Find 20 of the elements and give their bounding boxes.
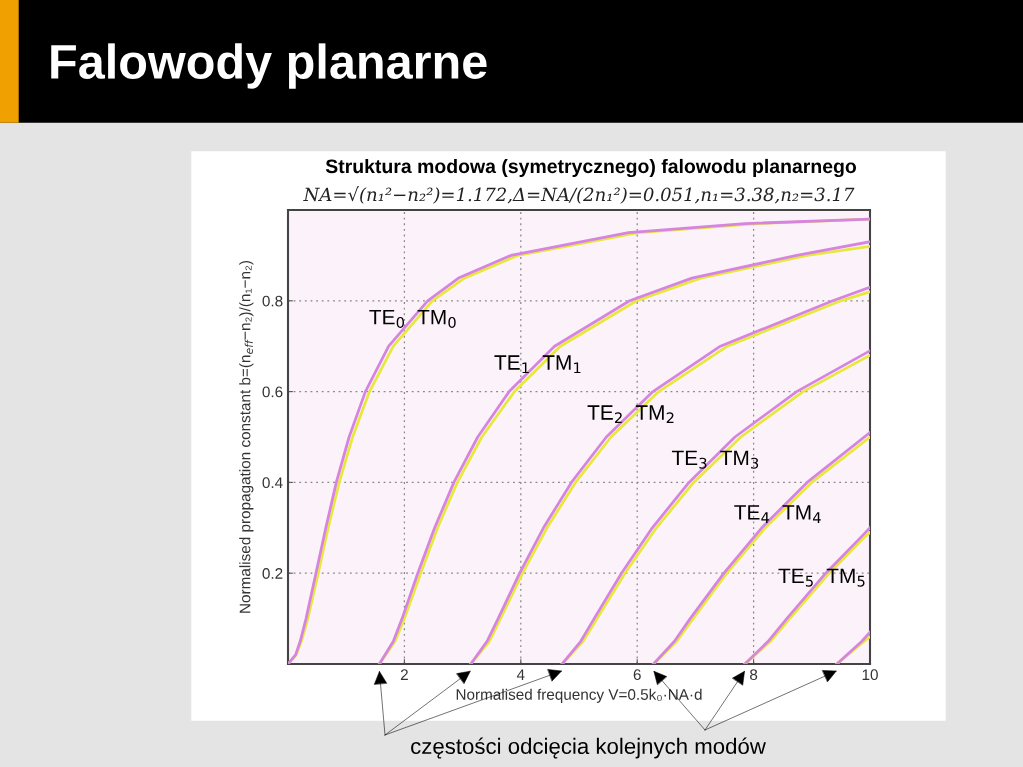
text: NA=√(n₁²−n₂²)=1.172,Δ=NA/(2n₁²)=0.051,n₁=3.38,n₂=3.17 xyxy=(303,186,855,204)
x-tick-label: 4 xyxy=(516,669,525,680)
annotation: TE$_{1}$ TM$_{1}$ xyxy=(494,355,581,374)
x-tick-label: 8 xyxy=(750,669,758,681)
x-tick-label: 6 xyxy=(633,669,641,681)
annotation: TE$_{5}$ TM$_{5}$ xyxy=(778,568,865,587)
y-tick-label: 0.4 xyxy=(262,477,283,489)
chart-subtitle: Struktura modowa (symetrycznego) falowodu planarnego xyxy=(325,158,857,178)
annotation: TE$_{0}$ TM$_{0}$ xyxy=(369,309,456,328)
y-tick-label: 0.8 xyxy=(262,295,283,307)
x-tick-label: 2 xyxy=(400,669,408,680)
y-tick-label: 0.2 xyxy=(262,568,283,579)
annotation: TE$_{4}$ TM$_{4}$ xyxy=(734,505,821,523)
y-axis-title: Normalised propagation constant b=(n$_{eff}$−n₂)/(n₁−n₂) xyxy=(239,260,254,613)
annotation: TE$_{2}$ TM$_{2}$ xyxy=(587,405,674,424)
y-tick-label: 0.6 xyxy=(262,386,283,398)
text: częstości odcięcia kolejnych modów xyxy=(411,737,766,759)
annotation: TE$_{3}$ TM$_{3}$ xyxy=(671,450,759,469)
x-tick-label: 10 xyxy=(862,669,878,681)
chart-title: Falowody planarne xyxy=(51,43,487,89)
